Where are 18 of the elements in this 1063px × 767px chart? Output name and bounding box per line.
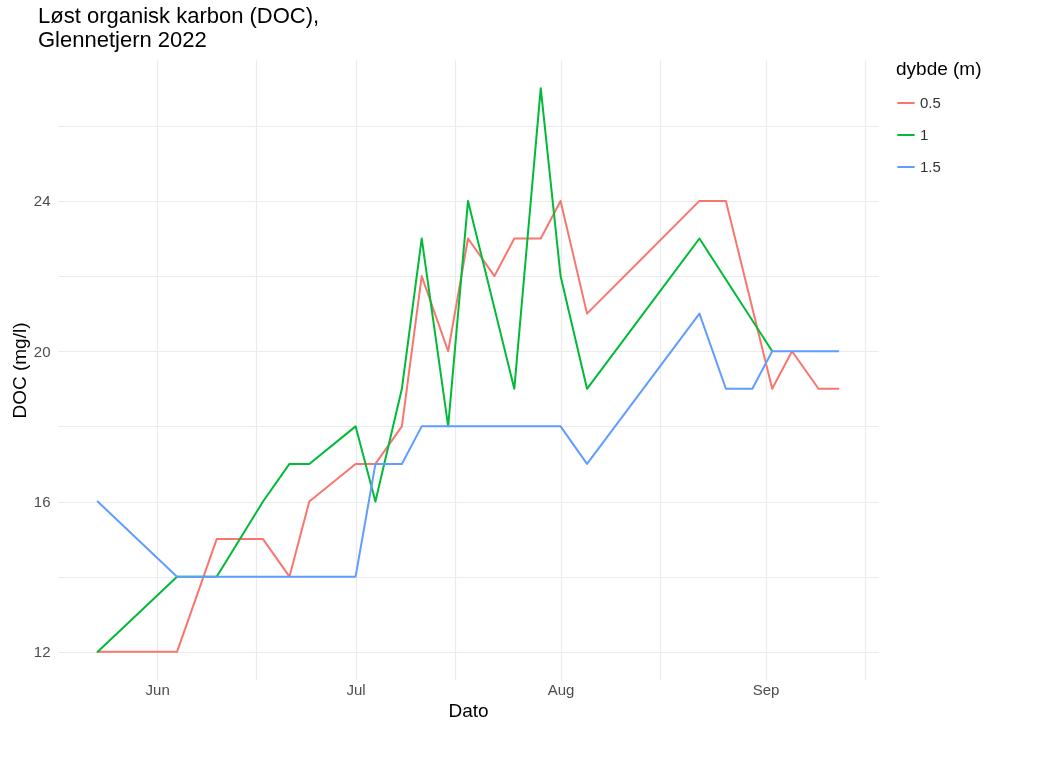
x-axis-title: Dato <box>448 699 489 721</box>
legend-title: dybde (m) <box>896 58 982 79</box>
legend-label: 1.5 <box>920 158 941 175</box>
y-tick-label: 16 <box>33 493 51 511</box>
y-tick-label: 24 <box>33 192 51 210</box>
y-tick-label: 12 <box>33 643 51 661</box>
x-tick-label: Sep <box>752 680 780 698</box>
y-tick-label: 20 <box>33 342 51 360</box>
x-tick-label: Jun <box>145 680 170 698</box>
line-series <box>96 87 774 653</box>
x-tick-label: Jul <box>346 680 366 698</box>
legend-label: 1 <box>920 126 929 143</box>
line-series <box>96 312 840 578</box>
x-tick-label: Aug <box>547 680 575 698</box>
legend-label: 0.5 <box>920 94 941 111</box>
line-series <box>96 199 840 653</box>
y-axis-title: DOC (mg/l) <box>8 322 30 419</box>
chart-title: Løst organisk karbon (DOC), Glennetjern 2022 <box>38 3 320 52</box>
